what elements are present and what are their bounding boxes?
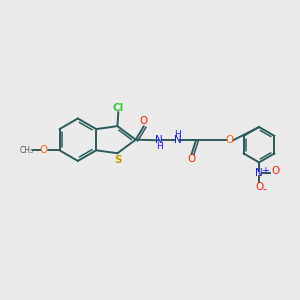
Text: N: N bbox=[174, 135, 182, 145]
Text: H: H bbox=[156, 142, 163, 151]
Text: Cl: Cl bbox=[113, 103, 124, 112]
Text: O: O bbox=[272, 167, 280, 176]
Text: N: N bbox=[155, 135, 163, 145]
Text: H: H bbox=[174, 130, 181, 139]
Text: +: + bbox=[262, 167, 269, 176]
Text: O: O bbox=[255, 182, 263, 192]
Text: O: O bbox=[187, 154, 195, 164]
Text: O: O bbox=[39, 145, 47, 155]
Text: -: - bbox=[263, 184, 267, 194]
Text: O: O bbox=[140, 116, 148, 126]
Text: N: N bbox=[255, 168, 263, 178]
Text: O: O bbox=[226, 135, 234, 145]
Text: S: S bbox=[114, 155, 122, 165]
Text: CH₃: CH₃ bbox=[20, 146, 34, 155]
